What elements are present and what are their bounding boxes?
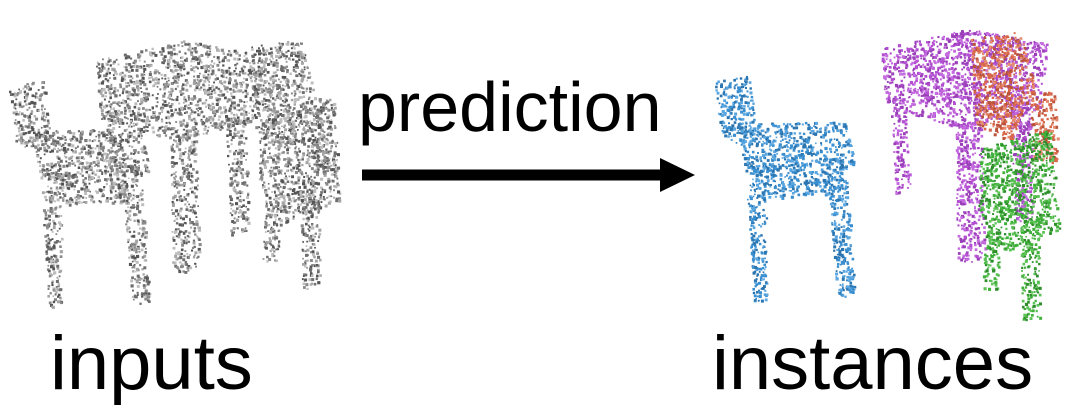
instance-point-cloud: [715, 29, 1062, 322]
prediction-label: prediction: [358, 68, 662, 146]
instance-chair-blue: [715, 75, 857, 303]
instance-chair-orange: [970, 32, 1060, 165]
inputs-label: inputs: [50, 321, 253, 406]
instances-label: instances: [712, 321, 1034, 406]
instance-chair-green: [978, 130, 1062, 322]
arrow-head: [660, 158, 695, 192]
prediction-arrow: [362, 158, 695, 192]
input-point-cloud: [9, 40, 342, 309]
